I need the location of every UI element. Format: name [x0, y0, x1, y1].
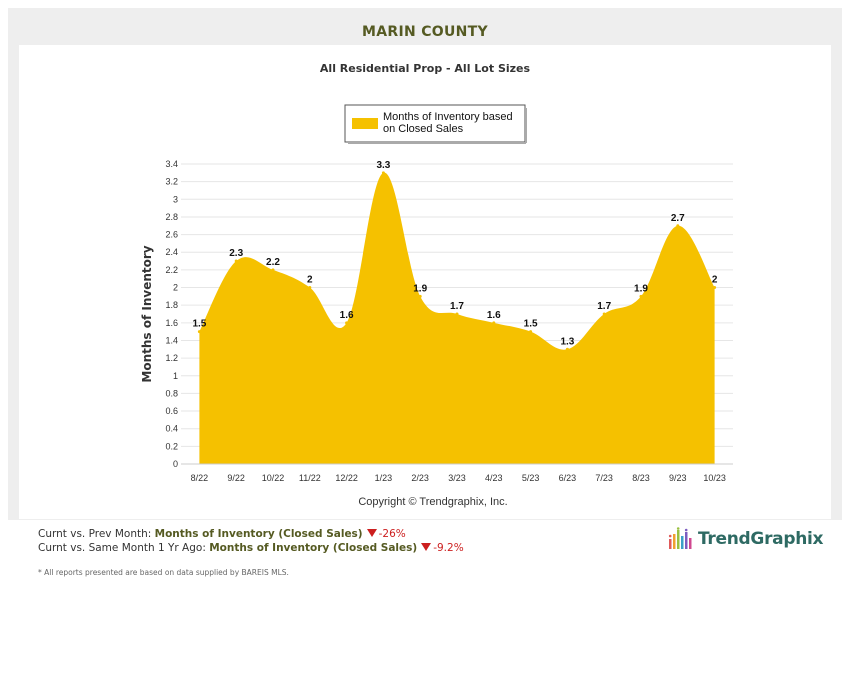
data-label: 2.3 — [229, 248, 243, 259]
data-point — [381, 171, 385, 175]
data-label: 1.3 — [560, 336, 574, 347]
data-label: 2.7 — [671, 213, 685, 224]
data-point — [234, 259, 238, 263]
y-tick-label: 1.6 — [165, 318, 178, 328]
legend-label: Months of Inventory based — [383, 111, 513, 123]
data-label: 1.6 — [487, 310, 501, 321]
bar-chart-logo-icon — [668, 527, 692, 549]
y-tick-label: 3 — [173, 194, 178, 204]
data-label: 1.9 — [413, 283, 427, 294]
report-container: MARIN COUNTY All Residential Prop - All … — [8, 8, 842, 520]
data-label: 1.7 — [597, 301, 611, 312]
x-tick-label: 1/23 — [375, 473, 393, 483]
x-tick-label: 4/23 — [485, 473, 503, 483]
data-label: 2 — [712, 275, 718, 286]
x-tick-label: 7/23 — [595, 473, 613, 483]
data-point — [529, 330, 533, 334]
data-point — [308, 286, 312, 290]
data-point — [639, 294, 643, 298]
y-tick-label: 0.4 — [165, 424, 178, 434]
data-label: 3.3 — [376, 160, 390, 171]
y-tick-label: 2.6 — [165, 230, 178, 240]
y-tick-label: 1.8 — [165, 300, 178, 310]
comparison-metric: Months of Inventory (Closed Sales) — [209, 542, 418, 554]
x-tick-label: 9/23 — [669, 473, 687, 483]
y-tick-label: 2 — [173, 283, 178, 293]
data-point — [418, 294, 422, 298]
comparison-change: -9.2% — [433, 542, 464, 554]
x-tick-label: 10/22 — [262, 473, 285, 483]
y-axis-title: Months of Inventory — [140, 245, 154, 382]
comparison-change: -26% — [378, 528, 406, 540]
data-point — [713, 286, 717, 290]
trendgraphix-logo: TrendGraphix — [668, 526, 823, 552]
comparison-label: Curnt vs. Prev Month: — [38, 528, 152, 540]
legend-label: on Closed Sales — [383, 123, 464, 135]
data-label: 2 — [307, 275, 313, 286]
data-point — [492, 321, 496, 325]
x-tick-label: 3/23 — [448, 473, 466, 483]
data-point — [271, 268, 275, 272]
chart-subtitle: All Residential Prop - All Lot Sizes — [319, 62, 531, 75]
y-tick-label: 3.2 — [165, 177, 178, 187]
comparison-row-prev-month: Curnt vs. Prev Month: Months of Inventor… — [38, 528, 406, 540]
y-tick-label: 0.6 — [165, 406, 178, 416]
x-tick-label: 5/23 — [522, 473, 540, 483]
data-point — [197, 330, 201, 334]
logo-text: TrendGraphix — [698, 529, 824, 549]
y-tick-label: 1.2 — [165, 353, 178, 363]
y-tick-label: 1 — [173, 371, 178, 381]
data-source-note: * All reports presented are based on dat… — [38, 568, 289, 577]
y-tick-label: 2.8 — [165, 212, 178, 222]
comparison-metric: Months of Inventory (Closed Sales) — [154, 528, 363, 540]
chart-panel: All Residential Prop - All Lot Sizes 0 0.… — [19, 45, 831, 519]
data-label: 1.7 — [450, 301, 464, 312]
x-tick-label: 6/23 — [559, 473, 577, 483]
comparison-label: Curnt vs. Same Month 1 Yr Ago: — [38, 542, 206, 554]
data-label: 1.6 — [340, 310, 354, 321]
down-triangle-icon — [421, 543, 432, 551]
legend-swatch — [352, 118, 378, 129]
y-tick-label: 2.2 — [165, 265, 178, 275]
data-point — [565, 347, 569, 351]
data-point — [345, 321, 349, 325]
chart-credit: Copyright © Trendgraphix, Inc. — [358, 496, 507, 508]
data-point — [676, 224, 680, 228]
area-chart: 0 0.2 0.4 0.6 0.8 1 1.2 1.4 1.6 1.8 2 2.2 2.4 2.6 2.8 3… — [140, 104, 733, 508]
data-label: 1.5 — [192, 319, 206, 330]
x-tick-label: 2/23 — [411, 473, 429, 483]
down-triangle-icon — [366, 529, 377, 537]
y-tick-label: 0.2 — [165, 441, 178, 451]
area-series-months-of-inventory — [199, 172, 715, 464]
comparison-row-year-ago: Curnt vs. Same Month 1 Yr Ago: Months of… — [38, 542, 464, 554]
data-point — [602, 312, 606, 316]
x-tick-label: 12/22 — [335, 473, 358, 483]
x-tick-label: 10/23 — [703, 473, 726, 483]
x-tick-label: 9/22 — [227, 473, 245, 483]
report-title: MARIN COUNTY — [362, 24, 488, 40]
data-point — [455, 312, 459, 316]
x-tick-label: 8/23 — [632, 473, 650, 483]
x-tick-label: 11/22 — [299, 473, 321, 483]
y-tick-label: 1.4 — [165, 335, 178, 345]
y-tick-label: 3.4 — [165, 159, 178, 169]
data-label: 1.9 — [634, 283, 648, 294]
x-tick-label: 8/22 — [191, 473, 209, 483]
data-label: 2.2 — [266, 257, 280, 268]
data-label: 1.5 — [524, 319, 538, 330]
y-tick-label: 2.4 — [165, 247, 178, 257]
y-tick-label: 0 — [173, 459, 178, 469]
y-tick-label: 0.8 — [165, 388, 178, 398]
